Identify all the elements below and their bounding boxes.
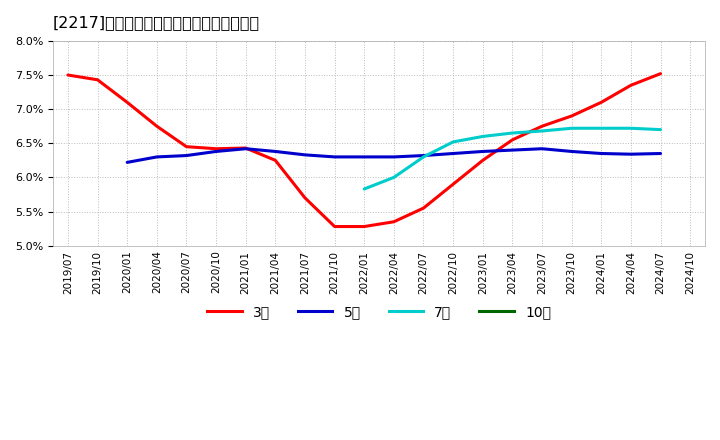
Legend: 3年, 5年, 7年, 10年: 3年, 5年, 7年, 10年: [202, 300, 557, 325]
Text: [2217]　経常利益マージンの平均値の推移: [2217] 経常利益マージンの平均値の推移: [53, 15, 260, 30]
